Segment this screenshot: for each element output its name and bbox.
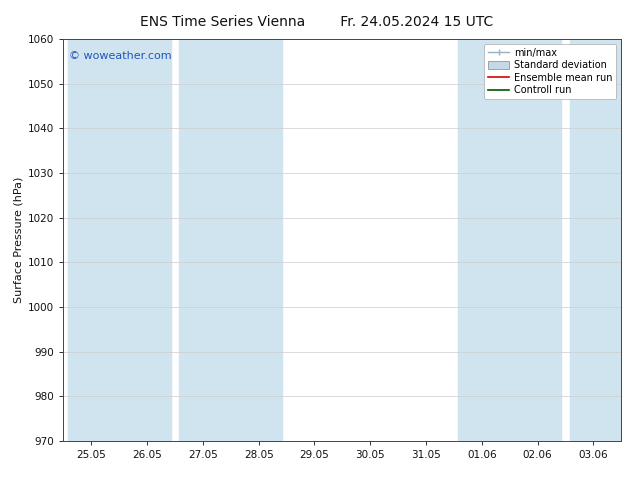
Y-axis label: Surface Pressure (hPa): Surface Pressure (hPa) bbox=[14, 177, 24, 303]
Legend: min/max, Standard deviation, Ensemble mean run, Controll run: min/max, Standard deviation, Ensemble me… bbox=[484, 44, 616, 99]
Bar bbox=[68, 39, 171, 441]
Bar bbox=[179, 39, 282, 441]
Text: © woweather.com: © woweather.com bbox=[69, 51, 172, 61]
Bar bbox=[458, 39, 561, 441]
Bar bbox=[570, 39, 621, 441]
Text: ENS Time Series Vienna        Fr. 24.05.2024 15 UTC: ENS Time Series Vienna Fr. 24.05.2024 15… bbox=[140, 15, 494, 29]
